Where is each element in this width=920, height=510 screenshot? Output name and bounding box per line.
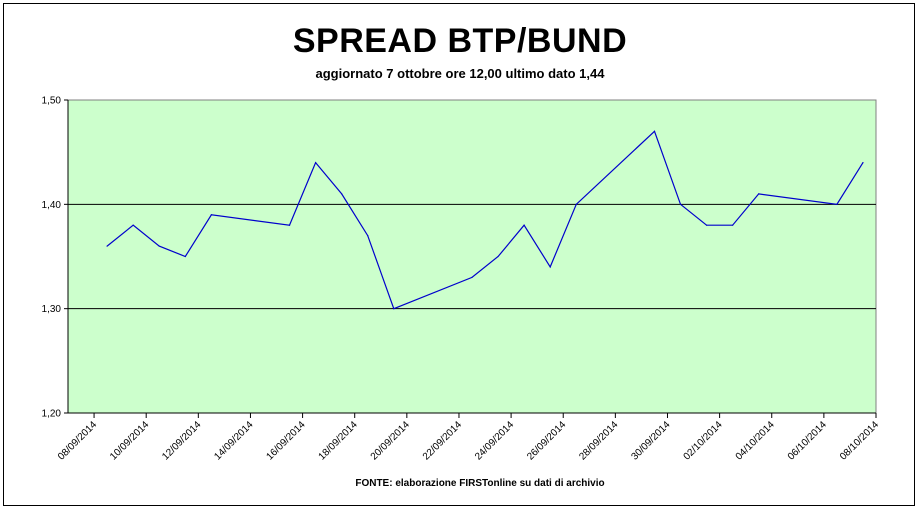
y-tick-label: 1,30 bbox=[42, 304, 62, 315]
plot-area bbox=[67, 99, 877, 414]
x-tick-label: 14/09/2014 bbox=[212, 419, 255, 462]
data-point bbox=[862, 162, 864, 164]
data-point bbox=[523, 224, 525, 226]
data-point bbox=[653, 130, 656, 132]
x-tick-label: 02/10/2014 bbox=[682, 419, 725, 462]
data-point bbox=[315, 162, 317, 164]
x-tick-label: 08/09/2014 bbox=[56, 419, 99, 462]
x-tick-label: 22/09/2014 bbox=[421, 419, 464, 462]
data-point bbox=[158, 245, 160, 247]
chart-source-note: FONTE: elaborazione FIRSTonline su dati … bbox=[355, 478, 605, 489]
gridlines bbox=[68, 203, 876, 310]
data-point bbox=[341, 193, 343, 195]
data-point bbox=[471, 276, 473, 278]
y-tick-label: 1,50 bbox=[42, 96, 62, 107]
x-tick-label: 24/09/2014 bbox=[473, 419, 516, 462]
data-point bbox=[367, 235, 369, 237]
x-tick-label: 30/09/2014 bbox=[629, 419, 672, 462]
data-point bbox=[758, 193, 760, 195]
chart-subtitle: aggiornato 7 ottobre ore 12,00 ultimo da… bbox=[315, 66, 605, 81]
data-point bbox=[732, 224, 734, 226]
data-point bbox=[705, 224, 708, 226]
x-tick-label: 20/09/2014 bbox=[369, 419, 412, 462]
series-line bbox=[106, 130, 864, 310]
data-point bbox=[288, 224, 291, 226]
data-point bbox=[549, 266, 551, 268]
data-point bbox=[106, 245, 108, 247]
data-point bbox=[679, 203, 682, 205]
x-tick-label: 08/10/2014 bbox=[838, 419, 881, 462]
x-tick-label: 18/09/2014 bbox=[317, 419, 360, 462]
y-tick-label: 1,20 bbox=[42, 409, 62, 420]
data-point bbox=[575, 203, 577, 205]
x-tick-label: 28/09/2014 bbox=[577, 419, 620, 462]
data-point bbox=[210, 214, 212, 216]
y-tick-label: 1,40 bbox=[42, 200, 62, 211]
x-tick-label: 26/09/2014 bbox=[525, 419, 568, 462]
x-axis-ticks: 08/09/2014 10/09/2014 12/09/2014 14/09/2014… bbox=[56, 413, 881, 463]
data-point bbox=[836, 203, 838, 205]
data-point bbox=[184, 255, 186, 258]
chart-title: SPREAD BTP/BUND bbox=[292, 22, 628, 60]
x-tick-label: 10/09/2014 bbox=[108, 419, 151, 462]
series-group bbox=[106, 130, 864, 310]
y-axis-ticks: 1,20 1,30 1,40 1,50 bbox=[42, 96, 68, 420]
data-point bbox=[497, 255, 499, 258]
x-tick-label: 12/09/2014 bbox=[160, 419, 203, 462]
x-tick-label: 16/09/2014 bbox=[265, 419, 308, 462]
x-tick-label: 04/10/2014 bbox=[734, 419, 777, 462]
data-point bbox=[393, 308, 395, 310]
x-tick-label: 06/10/2014 bbox=[786, 419, 829, 462]
data-point bbox=[132, 224, 134, 226]
